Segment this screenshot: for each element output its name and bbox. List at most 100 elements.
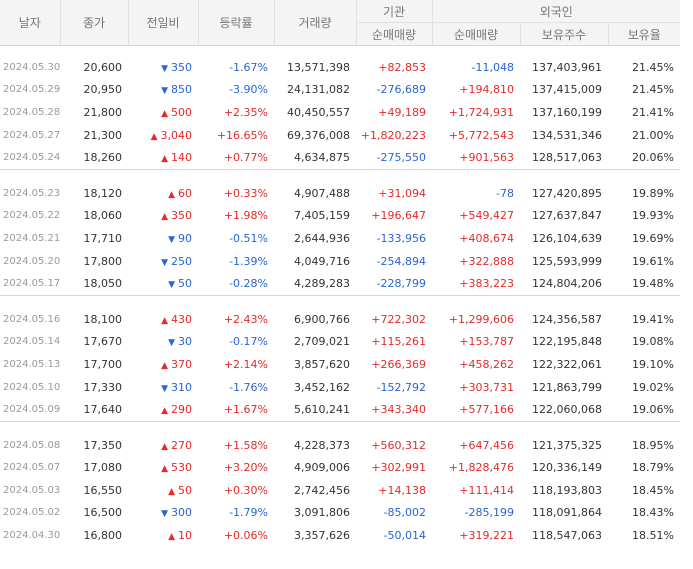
change-value: 60 xyxy=(178,186,192,200)
cell-inst: -133,956 xyxy=(376,231,426,245)
cell-volume: 6,900,766 xyxy=(294,312,350,326)
cell-date: 2024.05.20 xyxy=(3,255,61,267)
cell-date: 2024.05.27 xyxy=(3,129,61,141)
table-row: 2024.05.17 18,050 ▼ 50 -0.28% 4,289,283 -228,7… xyxy=(0,272,680,295)
cell-change: ▼ 850 xyxy=(128,79,198,102)
cell-change: ▼ 50 xyxy=(128,272,198,295)
cell-holdings: 127,420,895 xyxy=(532,186,602,200)
cell-change: ▲ 270 xyxy=(128,434,198,457)
cell-inst: +343,340 xyxy=(371,403,426,417)
header-volume: 거래량 xyxy=(274,0,357,46)
cell-rate: +0.06% xyxy=(223,529,268,543)
cell-holdings: 124,804,206 xyxy=(532,277,602,291)
cell-inst: +14,138 xyxy=(378,483,426,497)
cell-foreign: +194,810 xyxy=(459,83,514,97)
change-value: 3,040 xyxy=(160,128,193,142)
triangle-down-icon: ▼ xyxy=(161,86,168,97)
cell-foreign: +901,563 xyxy=(459,151,514,165)
cell-rate: +1.67% xyxy=(223,403,268,417)
cell-volume: 69,376,008 xyxy=(287,128,350,142)
cell-rate: +1.98% xyxy=(223,209,268,223)
cell-volume: 7,405,159 xyxy=(294,209,350,223)
cell-change: ▲ 350 xyxy=(128,205,198,228)
cell-change: ▲ 140 xyxy=(128,146,198,169)
cell-close: 21,300 xyxy=(83,128,123,142)
change-value: 500 xyxy=(171,105,192,119)
cell-volume: 2,644,936 xyxy=(294,231,350,245)
cell-close: 17,700 xyxy=(83,357,123,371)
cell-foreign: +1,724,931 xyxy=(448,105,514,119)
cell-volume: 2,709,021 xyxy=(294,335,350,349)
cell-holdings: 121,375,325 xyxy=(532,438,602,452)
cell-ratio: 19.61% xyxy=(632,254,674,268)
cell-close: 20,600 xyxy=(83,60,123,74)
cell-date: 2024.05.16 xyxy=(3,313,61,325)
cell-change: ▲ 60 xyxy=(128,182,198,205)
change-value: 50 xyxy=(178,483,192,497)
cell-foreign: +111,414 xyxy=(459,483,514,497)
cell-volume: 24,131,082 xyxy=(287,83,350,97)
cell-change: ▼ 300 xyxy=(128,502,198,525)
cell-close: 18,100 xyxy=(83,312,123,326)
cell-inst: -275,550 xyxy=(376,151,426,165)
cell-rate: +0.33% xyxy=(223,186,268,200)
triangle-up-icon: ▲ xyxy=(161,464,168,475)
table-row: 2024.05.28 21,800 ▲ 500 +2.35% 40,450,557 +49,… xyxy=(0,101,680,124)
cell-date: 2024.05.13 xyxy=(3,358,61,370)
cell-ratio: 18.79% xyxy=(632,461,674,475)
cell-inst: -276,689 xyxy=(376,83,426,97)
cell-ratio: 20.06% xyxy=(632,151,674,165)
cell-close: 21,800 xyxy=(83,105,123,119)
cell-change: ▲ 50 xyxy=(128,479,198,502)
cell-volume: 5,610,241 xyxy=(294,403,350,417)
change-value: 30 xyxy=(178,335,192,349)
cell-change: ▲ 10 xyxy=(128,524,198,547)
cell-foreign: +1,828,476 xyxy=(448,461,514,475)
cell-holdings: 122,322,061 xyxy=(532,357,602,371)
cell-ratio: 19.02% xyxy=(632,380,674,394)
group-spacer xyxy=(0,170,680,182)
table-row: 2024.05.21 17,710 ▼ 90 -0.51% 2,644,936 -133,9… xyxy=(0,227,680,250)
cell-volume: 3,857,620 xyxy=(294,357,350,371)
cell-rate: +2.14% xyxy=(223,357,268,371)
cell-change: ▼ 350 xyxy=(128,56,198,79)
cell-rate: -1.76% xyxy=(229,380,268,394)
cell-ratio: 21.45% xyxy=(632,83,674,97)
cell-holdings: 121,863,799 xyxy=(532,380,602,394)
table-row: 2024.05.20 17,800 ▼ 250 -1.39% 4,049,716 -254,… xyxy=(0,250,680,273)
cell-rate: -3.90% xyxy=(229,83,268,97)
cell-holdings: 128,517,063 xyxy=(532,151,602,165)
cell-ratio: 19.93% xyxy=(632,209,674,223)
table-row: 2024.04.30 16,800 ▲ 10 +0.06% 3,357,626 -50,01… xyxy=(0,524,680,547)
cell-foreign: +458,262 xyxy=(459,357,514,371)
cell-inst: -85,002 xyxy=(383,506,426,520)
table-row: 2024.05.03 16,550 ▲ 50 +0.30% 2,742,456 +14,13… xyxy=(0,479,680,502)
cell-date: 2024.05.17 xyxy=(3,278,61,290)
group-spacer xyxy=(0,296,680,308)
table-row: 2024.05.24 18,260 ▲ 140 +0.77% 4,634,875 -275,… xyxy=(0,146,680,169)
triangle-up-icon: ▲ xyxy=(168,486,175,497)
cell-volume: 3,091,806 xyxy=(294,506,350,520)
cell-inst: +31,094 xyxy=(378,186,426,200)
cell-close: 18,260 xyxy=(83,151,123,165)
table-row: 2024.05.10 17,330 ▼ 310 -1.76% 3,452,162 -152,… xyxy=(0,376,680,399)
cell-close: 17,800 xyxy=(83,254,123,268)
cell-date: 2024.05.03 xyxy=(3,484,61,496)
cell-holdings: 122,195,848 xyxy=(532,335,602,349)
cell-holdings: 120,336,149 xyxy=(532,461,602,475)
cell-inst: +722,302 xyxy=(371,312,426,326)
cell-inst: +266,369 xyxy=(371,357,426,371)
cell-date: 2024.05.21 xyxy=(3,232,61,244)
cell-holdings: 118,547,063 xyxy=(532,529,602,543)
spacer-cell xyxy=(0,422,680,434)
cell-holdings: 126,104,639 xyxy=(532,231,602,245)
table-row: 2024.05.29 20,950 ▼ 850 -3.90% 24,131,082 -276… xyxy=(0,79,680,102)
cell-ratio: 18.45% xyxy=(632,483,674,497)
cell-date: 2024.05.22 xyxy=(3,210,61,222)
cell-foreign: +5,772,543 xyxy=(448,128,514,142)
triangle-down-icon: ▼ xyxy=(168,280,175,291)
cell-close: 17,080 xyxy=(83,461,123,475)
header-holding-ratio: 보유율 xyxy=(608,22,680,46)
spacer-cell xyxy=(0,296,680,308)
cell-change: ▲ 3,040 xyxy=(128,124,198,147)
